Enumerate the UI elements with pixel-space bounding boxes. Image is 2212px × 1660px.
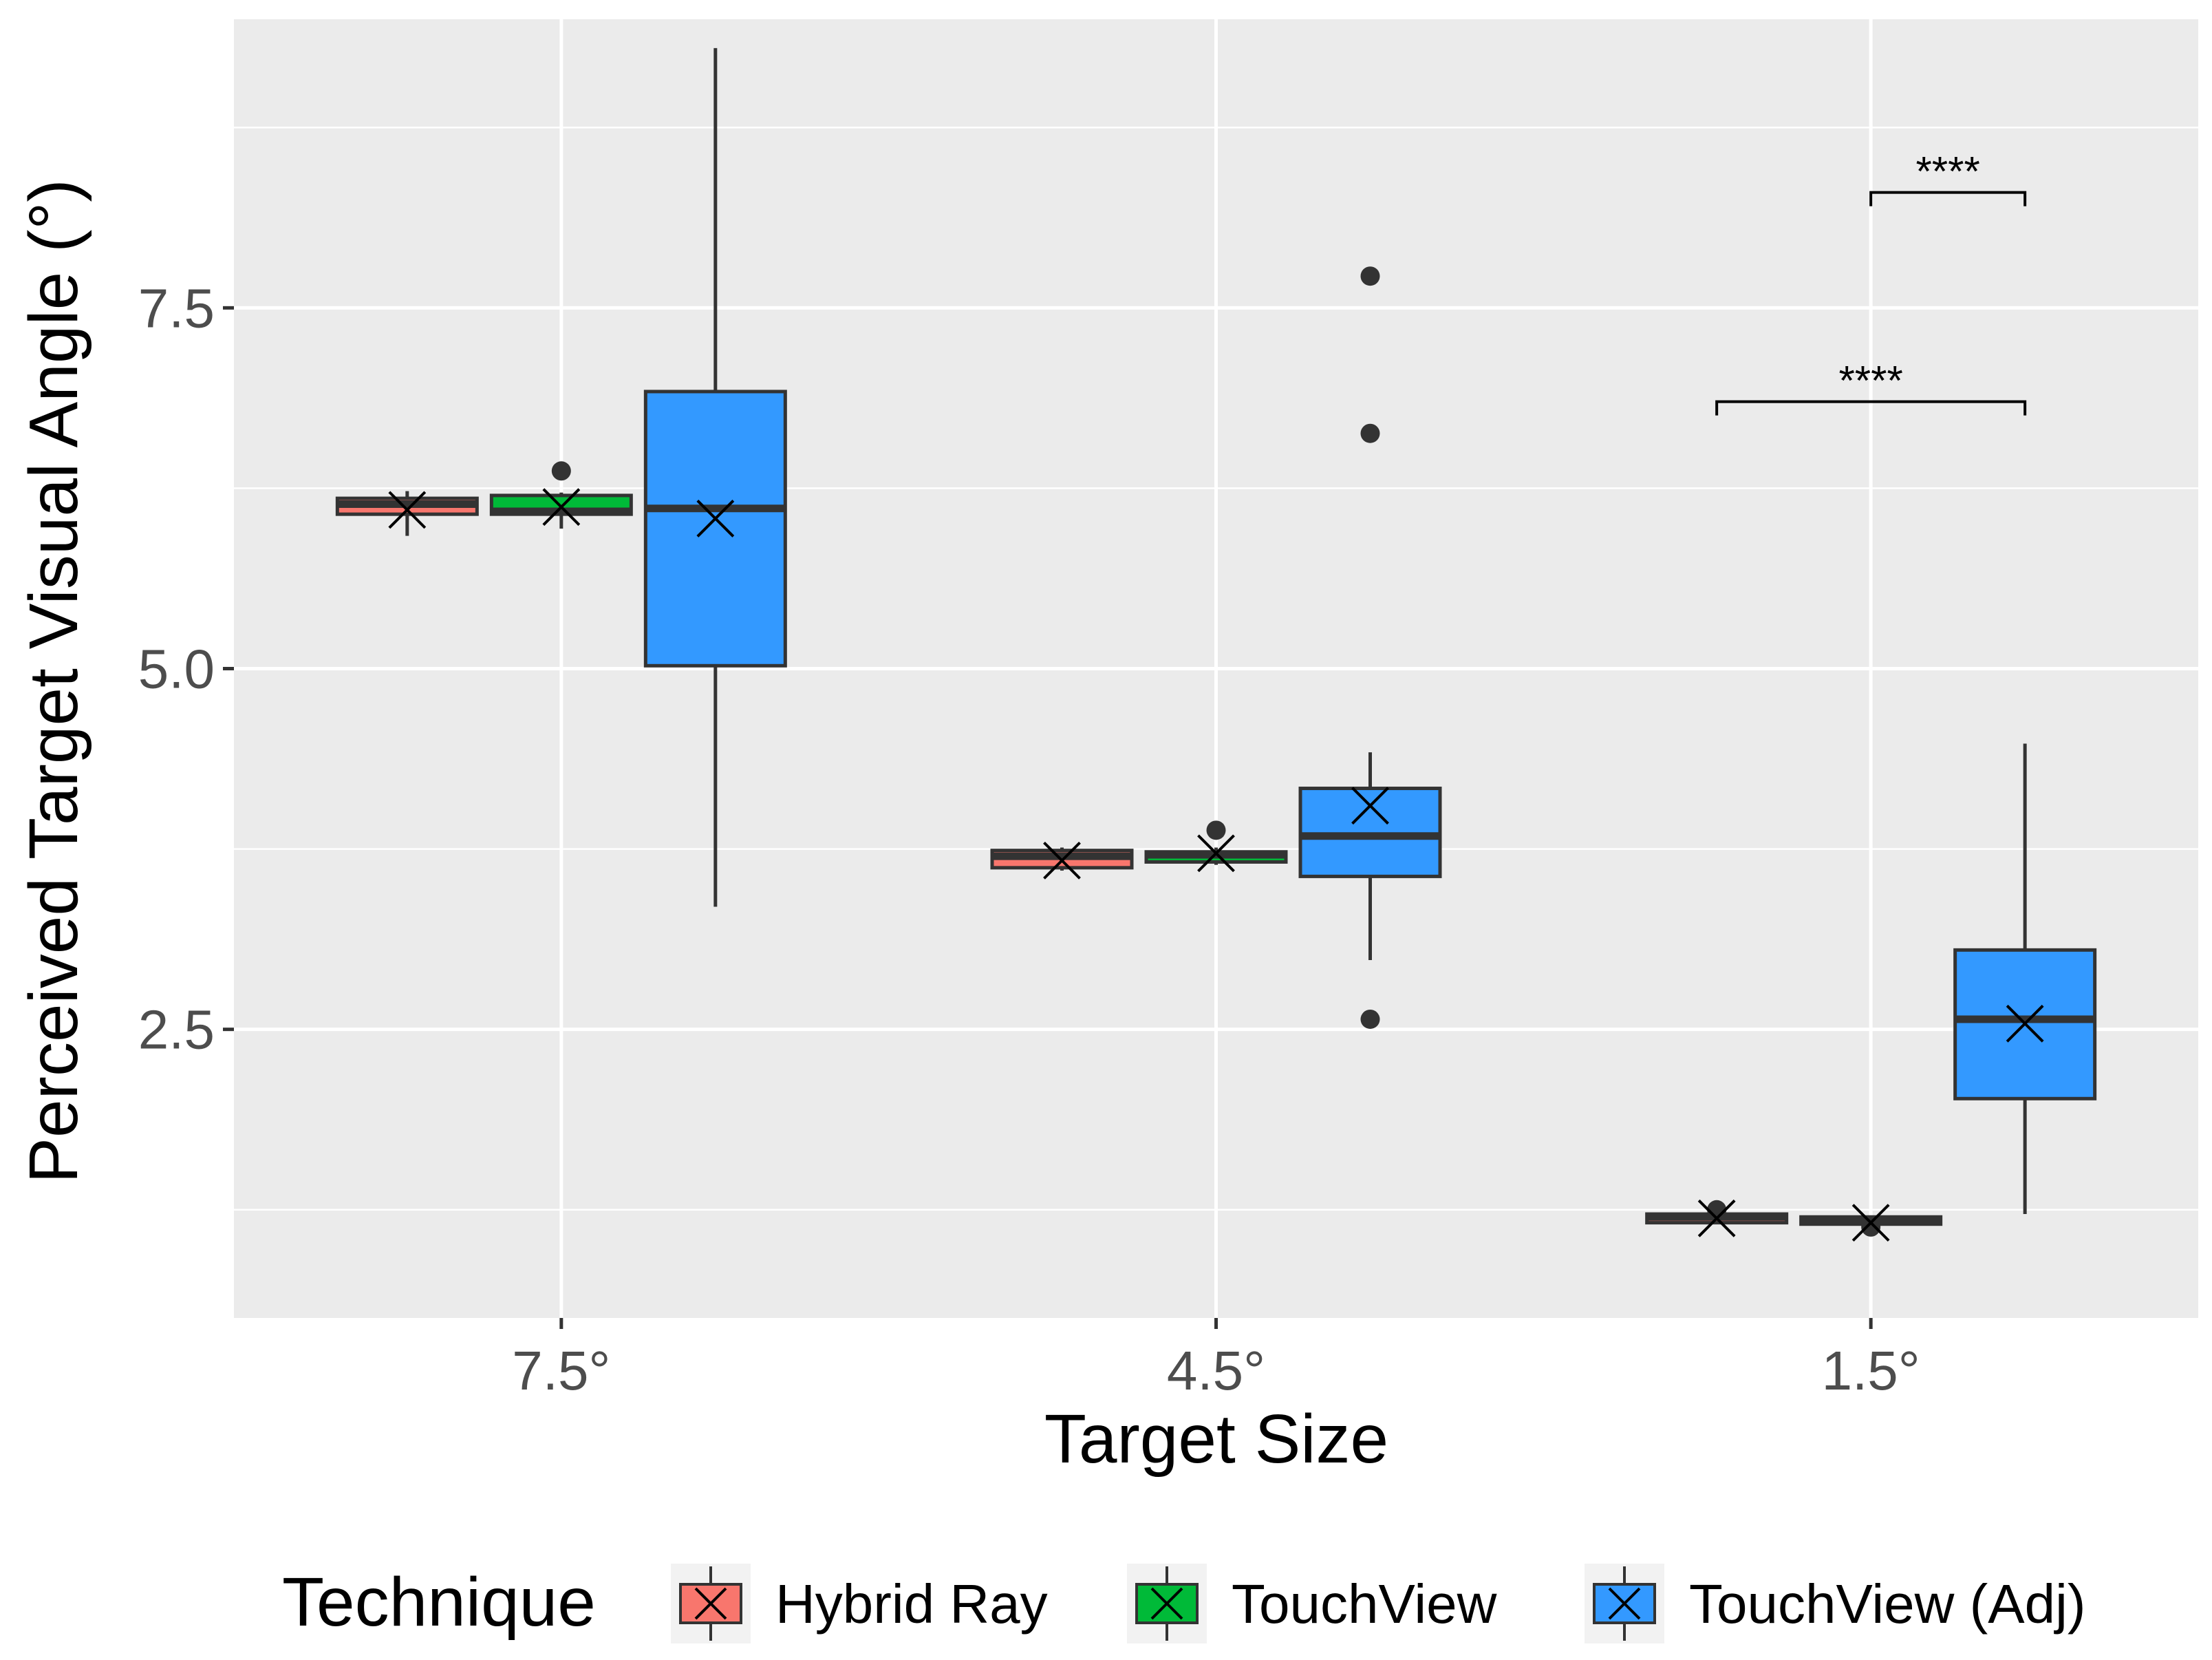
mean-marker — [1197, 834, 1235, 873]
legend-key-box — [1593, 1583, 1656, 1624]
outlier-point — [1360, 423, 1380, 443]
significance-label: **** — [1915, 149, 1979, 195]
mean-marker — [1851, 1204, 1890, 1242]
outlier-point — [1861, 1217, 1881, 1237]
mean-marker — [1043, 841, 1081, 880]
legend-item: TouchView — [1127, 1564, 1497, 1643]
x-tick-label: 4.5° — [1167, 1340, 1265, 1401]
mean-marker — [1697, 1199, 1736, 1237]
legend-key-mean-marker — [1150, 1587, 1183, 1620]
legend-item: TouchView (Adj) — [1585, 1564, 2086, 1643]
significance-bracket — [1715, 400, 2027, 416]
legend-label: TouchView — [1232, 1573, 1497, 1635]
outlier-point — [551, 461, 571, 481]
box-group — [1799, 1204, 1943, 1242]
y-tick-label: 7.5 — [138, 277, 215, 339]
y-tick-label: 5.0 — [138, 639, 215, 700]
box-group — [990, 841, 1134, 880]
grid-lines — [234, 19, 2198, 1318]
y-tick-label: 2.5 — [138, 999, 215, 1061]
mean-marker — [2006, 1004, 2044, 1043]
y-axis-title: Perceived Target Visual Angle (°) — [15, 179, 92, 1183]
legend-key-mean-marker — [694, 1587, 727, 1620]
legend-key-mean-marker — [1608, 1587, 1641, 1620]
box-group — [489, 461, 633, 529]
legend: Technique Hybrid Ray TouchView TouchView (… — [282, 1564, 2086, 1643]
significance-bracket — [1869, 191, 2027, 206]
legend-label: Hybrid Ray — [775, 1573, 1048, 1635]
legend-item: Hybrid Ray — [671, 1564, 1048, 1643]
legend-label: TouchView (Adj) — [1689, 1573, 2086, 1635]
significance-label: **** — [1838, 358, 1902, 404]
box-group — [1953, 743, 2097, 1215]
outlier-point — [1206, 820, 1226, 840]
box-iqr — [643, 390, 787, 668]
legend-title: Technique — [282, 1564, 596, 1641]
box-group — [335, 491, 479, 536]
box-group — [1298, 266, 1442, 1029]
mean-marker — [696, 500, 735, 538]
outlier-point — [1360, 1009, 1380, 1029]
mean-marker — [1351, 787, 1389, 825]
box-group — [1645, 1199, 1789, 1237]
x-axis-title: Target Size — [1044, 1401, 1388, 1478]
boxes — [335, 47, 2097, 1242]
box-group — [1144, 820, 1288, 873]
box-group — [643, 47, 787, 907]
mean-marker — [388, 491, 427, 529]
axes: 2.5 5.0 7.5 7.5° 4.5° 1.5° — [138, 277, 1920, 1401]
x-tick-label: 7.5° — [512, 1340, 610, 1401]
significance-annotations: **** **** — [1715, 149, 2027, 416]
x-tick-label: 1.5° — [1822, 1340, 1920, 1401]
outlier-point — [1360, 266, 1380, 286]
mean-marker — [542, 488, 581, 526]
